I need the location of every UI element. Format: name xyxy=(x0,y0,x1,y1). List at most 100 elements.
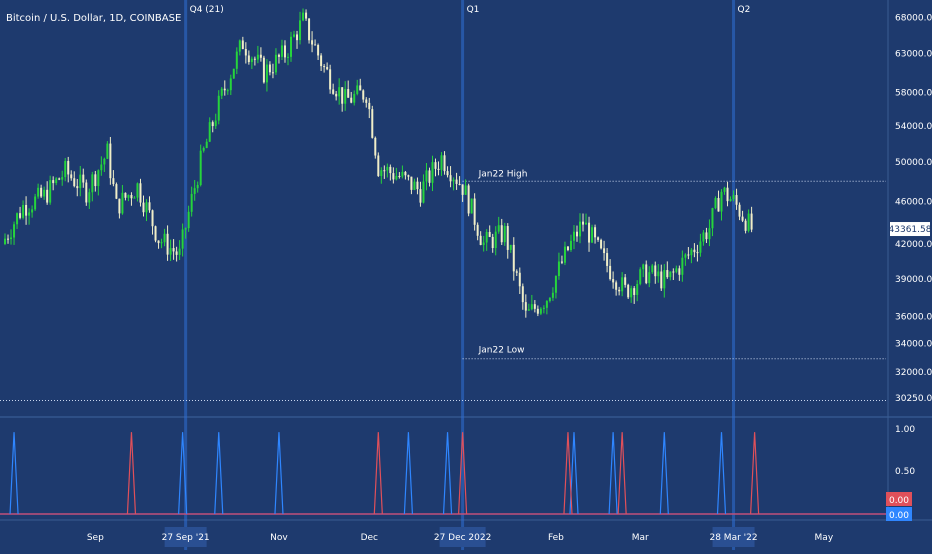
candle-body xyxy=(226,90,229,92)
candle-body xyxy=(317,45,320,56)
date-tag-box-q2 xyxy=(712,527,755,547)
candle-body xyxy=(666,270,669,278)
candle-body xyxy=(645,264,648,284)
candle-body xyxy=(518,272,521,287)
candle-body xyxy=(410,176,413,190)
date-tag-box-q1 xyxy=(439,527,486,547)
candle-body xyxy=(597,237,600,240)
candle-body xyxy=(88,192,91,203)
candle-body xyxy=(214,120,217,127)
price-axis-label: 34000.00 xyxy=(895,339,932,349)
quarter-date-tags: 27 Sep '21 27 Dec 2022 28 Mar '22 xyxy=(162,527,758,547)
candle-body xyxy=(521,286,524,303)
candle-body xyxy=(395,175,398,180)
candle-body xyxy=(353,93,356,103)
candle-body xyxy=(542,307,545,309)
date-tag-q4: 27 Sep '21 xyxy=(162,533,210,543)
candle-body xyxy=(494,231,497,249)
candle-body xyxy=(530,304,533,310)
price-axis-label: 42000.00 xyxy=(895,240,932,250)
price-axis-label: 63000.00 xyxy=(895,50,932,60)
candle-body xyxy=(485,231,488,243)
candle-body xyxy=(428,170,431,183)
candlestick-series xyxy=(4,8,753,318)
candle-body xyxy=(79,174,82,189)
candle-body xyxy=(479,235,482,245)
candle-body xyxy=(419,189,422,203)
time-axis-label: Mar xyxy=(632,533,649,543)
candle-body xyxy=(320,55,323,67)
candle-body xyxy=(121,192,124,214)
candle-body xyxy=(425,170,428,182)
candle-body xyxy=(344,89,347,104)
candle-body xyxy=(744,220,747,231)
symbol-title[interactable]: Bitcoin / U.S. Dollar, 1D, COINBASE xyxy=(6,13,181,24)
candle-body xyxy=(615,282,618,290)
candle-body xyxy=(633,288,636,295)
candle-body xyxy=(458,183,461,185)
candle-body xyxy=(25,204,28,216)
candle-body xyxy=(332,89,335,94)
candle-body xyxy=(572,231,575,241)
candle-body xyxy=(738,204,741,217)
candle-body xyxy=(362,90,365,100)
candle-body xyxy=(503,226,506,243)
price-axis[interactable]: 68000.00 63000.00 58000.00 54000.00 50000.00… xyxy=(895,14,932,405)
candle-body xyxy=(202,147,205,151)
candle-body xyxy=(660,271,663,289)
candle-body xyxy=(187,211,190,229)
candle-body xyxy=(268,64,271,73)
candle-body xyxy=(735,195,738,205)
time-axis-label: Nov xyxy=(270,533,288,543)
candle-body xyxy=(97,170,100,187)
candle-body xyxy=(699,241,702,253)
candle-body xyxy=(741,216,744,221)
candle-body xyxy=(723,187,726,192)
candle-body xyxy=(533,304,536,309)
candle-body xyxy=(142,202,145,213)
candle-body xyxy=(136,183,139,198)
candle-body xyxy=(449,175,452,182)
osc-spike xyxy=(458,432,468,515)
price-tag-value: 43361.58 xyxy=(889,225,932,235)
candle-body xyxy=(732,195,735,200)
candle-body xyxy=(229,78,232,91)
candle-body xyxy=(563,246,566,263)
candle-body xyxy=(464,185,467,195)
candle-body xyxy=(726,187,729,202)
quarter-line xyxy=(461,0,465,550)
time-axis[interactable]: Sep Nov Dec Feb Mar May xyxy=(87,533,834,543)
candle-body xyxy=(19,213,22,218)
osc-spike xyxy=(608,432,618,515)
candle-body xyxy=(115,184,118,199)
candle-body xyxy=(461,184,464,195)
candle-body xyxy=(256,54,259,60)
candle-body xyxy=(127,195,130,198)
candle-body xyxy=(708,228,711,240)
candle-body xyxy=(527,309,530,311)
candle-body xyxy=(545,301,548,308)
candle-body xyxy=(551,292,554,298)
candle-body xyxy=(359,85,362,91)
candle-body xyxy=(591,227,594,243)
price-axis-label: 50000.00 xyxy=(895,158,932,168)
candle-body xyxy=(106,143,109,159)
candle-body xyxy=(575,231,578,237)
price-axis-label: 30250.00 xyxy=(895,394,932,404)
candle-body xyxy=(440,155,443,170)
candle-body xyxy=(717,197,720,212)
candle-body xyxy=(91,174,94,193)
candle-body xyxy=(31,209,34,213)
candle-body xyxy=(512,244,515,272)
candle-body xyxy=(103,158,106,165)
candle-body xyxy=(696,252,699,254)
candle-body xyxy=(311,40,314,45)
quarter-lines xyxy=(184,0,736,550)
candle-body xyxy=(271,72,274,74)
candle-body xyxy=(711,208,714,229)
candle-body xyxy=(539,308,542,314)
candle-body xyxy=(401,171,404,177)
price-axis-label: 36000.00 xyxy=(895,312,932,322)
candle-body xyxy=(4,238,7,245)
